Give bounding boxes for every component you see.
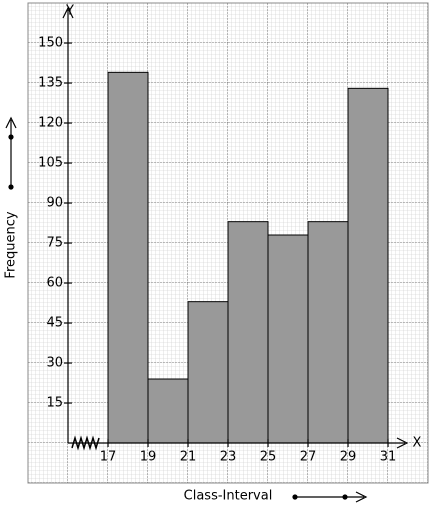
plot-area — [107, 71, 389, 444]
y-tick-label: 90 — [46, 196, 63, 211]
y-tick-label: 120 — [38, 116, 63, 131]
x-tick-label: 23 — [220, 450, 237, 465]
bar — [187, 301, 229, 444]
x-tick-label: 17 — [100, 450, 117, 465]
x-axis-letter: X — [413, 436, 422, 451]
y-tick-label: 135 — [38, 76, 63, 91]
bar — [227, 221, 269, 444]
y-tick-label: 60 — [46, 276, 63, 291]
y-axis-label: Frequency — [4, 211, 19, 278]
bar — [307, 221, 349, 444]
bar — [147, 378, 189, 444]
y-tick-label: 105 — [38, 156, 63, 171]
x-tick-label: 21 — [180, 450, 197, 465]
y-tick-label: 150 — [38, 36, 63, 51]
y-tick-label: 45 — [46, 316, 63, 331]
y-tick-label: 15 — [46, 396, 63, 411]
y-tick-label: 75 — [46, 236, 63, 251]
bar — [347, 87, 389, 444]
x-tick-label: 27 — [300, 450, 317, 465]
x-axis-label: Class-Interval — [184, 489, 273, 504]
x-tick-label: 29 — [340, 450, 357, 465]
bar — [107, 71, 149, 444]
axes — [5, 6, 409, 503]
y-axis-letter: Y — [65, 4, 74, 19]
y-tick-label: 30 — [46, 356, 63, 371]
bar — [267, 234, 309, 444]
x-tick-label: 19 — [140, 450, 157, 465]
x-tick-label: 31 — [380, 450, 397, 465]
x-tick-label: 25 — [260, 450, 277, 465]
